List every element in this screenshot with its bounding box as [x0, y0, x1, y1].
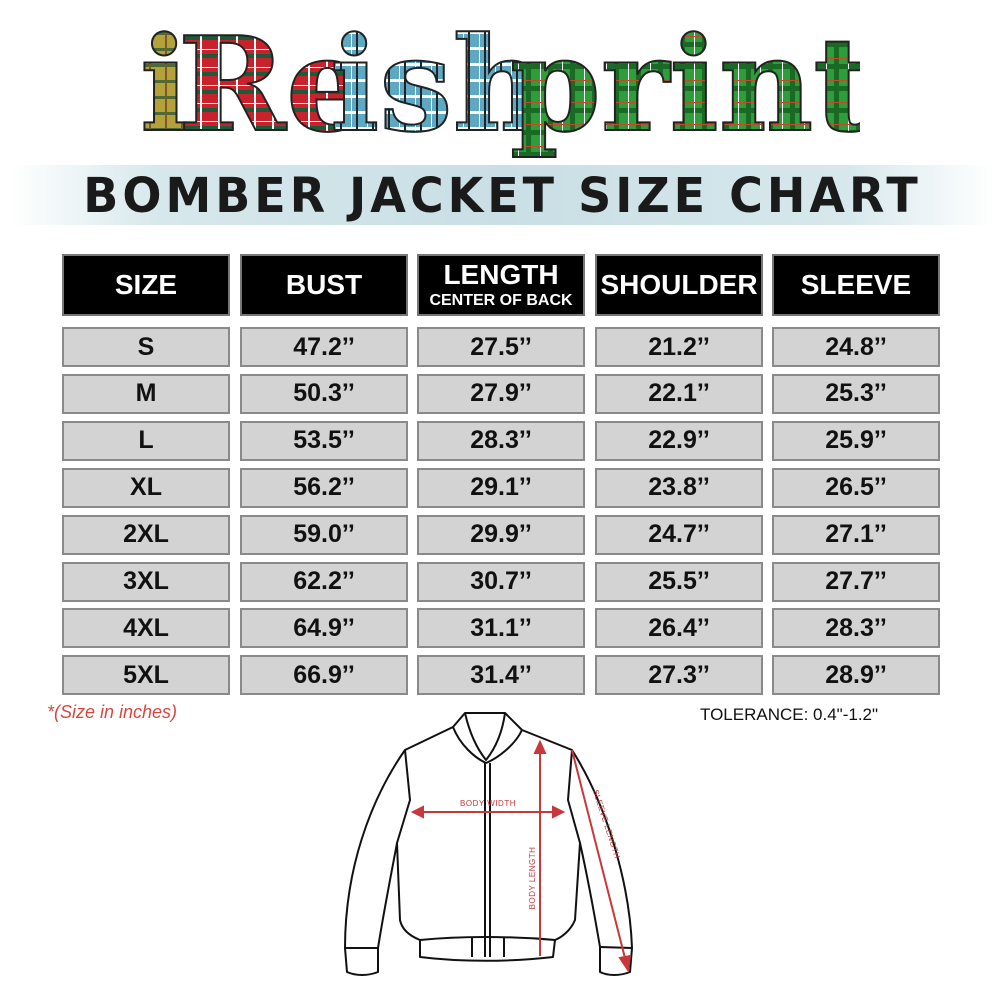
- units-note: *(Size in inches): [47, 702, 178, 722]
- table-cell: 59.0’’: [240, 514, 408, 555]
- sleeve-length-label: SLEEVE LENGTH: [591, 788, 622, 860]
- tolerance-note: TOLERANCE: 0.4"-1.2": [700, 705, 879, 724]
- table-cell: 27.3’’: [595, 655, 763, 696]
- table-cell: 50.3’’: [240, 373, 408, 414]
- column-header-shoulder: SHOULDER: [595, 254, 763, 316]
- table-cell: 24.7’’: [595, 514, 763, 555]
- table-cell: 27.1’’: [772, 514, 940, 555]
- header-label: SHOULDER: [600, 269, 758, 300]
- table-cell: 3XL: [62, 561, 230, 602]
- table-cell: 27.9’’: [417, 373, 585, 414]
- table-cell: 2XL: [62, 514, 230, 555]
- table-cell: 25.3’’: [772, 373, 940, 414]
- table-cell: 28.9’’: [772, 655, 940, 696]
- column-header-length: LENGTH CENTER OF BACK: [417, 254, 585, 316]
- body-width-label: BODY WIDTH: [460, 799, 516, 808]
- column-header-bust: BUST: [240, 254, 408, 316]
- table-cell: 62.2’’: [240, 561, 408, 602]
- table-cell: 27.7’’: [772, 561, 940, 602]
- table-cell: 53.5’’: [240, 420, 408, 461]
- jacket-diagram: BODY WIDTH BODY LENGTH SLEEVE LENGTH: [344, 712, 633, 976]
- table-cell: XL: [62, 467, 230, 508]
- table-cell: 28.3’’: [417, 420, 585, 461]
- table-cell: 22.9’’: [595, 420, 763, 461]
- svg-text:print: print: [510, 10, 860, 160]
- table-cell: 26.4’’: [595, 608, 763, 649]
- table-cell: M: [62, 373, 230, 414]
- header-label: LENGTH: [443, 259, 559, 290]
- header-label: SLEEVE: [800, 269, 912, 300]
- table-cell: 25.5’’: [595, 561, 763, 602]
- svg-text:ish: ish: [330, 10, 547, 160]
- table-cell: 29.1’’: [417, 467, 585, 508]
- table-cell: 22.1’’: [595, 373, 763, 414]
- header-label: BUST: [285, 269, 363, 300]
- svg-text:Re: Re: [178, 10, 369, 160]
- title-banner: BOMBER JACKET SIZE CHART: [10, 165, 995, 225]
- table-cell: L: [62, 420, 230, 461]
- header-sublabel: CENTER OF BACK: [429, 292, 573, 309]
- page-title: BOMBER JACKET SIZE CHART: [83, 166, 922, 224]
- header-label: SIZE: [114, 269, 178, 300]
- table-cell: 21.2’’: [595, 327, 763, 367]
- table-cell: 31.4’’: [417, 655, 585, 696]
- table-cell: 66.9’’: [240, 655, 408, 696]
- column-header-size: SIZE: [62, 254, 230, 316]
- table-cell: 31.1’’: [417, 608, 585, 649]
- table-cell: 4XL: [62, 608, 230, 649]
- brand-logo: i Re ish print: [140, 10, 860, 160]
- table-cell: 26.5’’: [772, 467, 940, 508]
- table-cell: 27.5’’: [417, 327, 585, 367]
- table-cell: 24.8’’: [772, 327, 940, 367]
- table-cell: 47.2’’: [240, 327, 408, 367]
- table-cell: 5XL: [62, 655, 230, 696]
- column-header-sleeve: SLEEVE: [772, 254, 940, 316]
- table-cell: 23.8’’: [595, 467, 763, 508]
- svg-text:i: i: [140, 10, 189, 160]
- table-cell: 64.9’’: [240, 608, 408, 649]
- table-cell: 56.2’’: [240, 467, 408, 508]
- table-cell: 25.9’’: [772, 420, 940, 461]
- table-cell: 28.3’’: [772, 608, 940, 649]
- table-cell: 29.9’’: [417, 514, 585, 555]
- table-cell: 30.7’’: [417, 561, 585, 602]
- body-length-label: BODY LENGTH: [528, 847, 537, 910]
- jacket-outline: [344, 712, 633, 976]
- table-cell: S: [62, 327, 230, 367]
